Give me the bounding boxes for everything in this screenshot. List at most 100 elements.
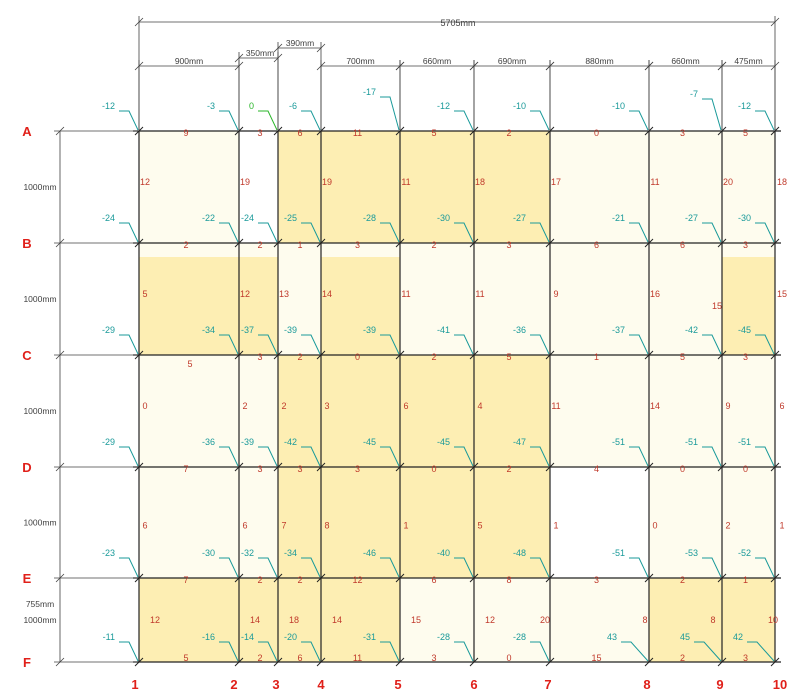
marker-leader (755, 222, 775, 243)
row-label: E (23, 571, 32, 586)
grid-tick (273, 126, 283, 136)
dimension-tick (55, 462, 65, 472)
marker-leader (702, 334, 722, 355)
grid-tick (234, 657, 244, 667)
elevation-marker: 45 (680, 632, 690, 642)
cell-fill-strong (278, 355, 321, 467)
grid-tick (644, 238, 654, 248)
cell-fill-strong (139, 257, 239, 355)
marker-leader (755, 557, 775, 578)
grid-tick (469, 350, 479, 360)
dimension-tick (55, 657, 65, 667)
cell-fill-strong (474, 131, 550, 243)
edge-value: 11 (475, 289, 484, 299)
edge-value: 3 (257, 128, 262, 138)
marker-leader (219, 334, 239, 355)
row-label: A (22, 124, 32, 139)
edge-value: 17 (551, 177, 561, 187)
column-label: 9 (716, 677, 723, 692)
edge-value: 14 (332, 615, 342, 625)
edge-value: 0 (680, 464, 685, 474)
marker-leader (301, 110, 321, 131)
dimension-column-label: 700mm (346, 56, 374, 66)
elevation-marker: -51 (685, 437, 698, 447)
marker-leader (530, 334, 550, 355)
grid-tick (234, 573, 244, 583)
dimension-row-label: 1000mm (23, 406, 56, 416)
grid-tick (273, 462, 283, 472)
dimension-tick (717, 61, 727, 71)
edge-value: 3 (257, 464, 262, 474)
edge-value: 11 (353, 128, 362, 138)
grid-tick (134, 350, 144, 360)
grid-tick (717, 657, 727, 667)
dimension-row-label: 1000mm (23, 615, 56, 625)
marker-leader (380, 446, 400, 467)
cell-fill-strong (239, 257, 278, 355)
marker-leader (454, 446, 474, 467)
dimension-tick (55, 573, 65, 583)
row-label: D (22, 460, 31, 475)
edge-value: 2 (183, 240, 188, 250)
grid-tick (395, 350, 405, 360)
elevation-marker: -3 (207, 101, 215, 111)
edge-value: 3 (743, 653, 748, 663)
marker-leader (702, 557, 722, 578)
cell-fill-strong (278, 467, 321, 578)
elevation-marker: -37 (241, 325, 254, 335)
elevation-marker: -30 (437, 213, 450, 223)
dimension-column-label: 390mm (286, 38, 314, 48)
elevation-marker: -36 (202, 437, 215, 447)
grid-tick (717, 350, 727, 360)
edge-value: 2 (725, 521, 730, 531)
marker-leader (530, 557, 550, 578)
grid-tick (316, 238, 326, 248)
marker-leader (454, 641, 474, 662)
elevation-marker: -20 (284, 632, 297, 642)
grid-tick (395, 126, 405, 136)
edge-value: 15 (591, 653, 601, 663)
elevation-marker: -23 (102, 548, 115, 558)
dimension-tick (545, 61, 555, 71)
edge-value: 0 (594, 128, 599, 138)
edge-value: 12 (240, 289, 250, 299)
marker-leader (629, 222, 649, 243)
elevation-marker: -22 (202, 213, 215, 223)
edge-value: 2 (680, 653, 685, 663)
grid-tick (273, 238, 283, 248)
elevation-marker: -34 (284, 548, 297, 558)
edge-value: 3 (743, 352, 748, 362)
dimension-tick (55, 238, 65, 248)
edge-value: 11 (650, 177, 659, 187)
grid-tick (134, 126, 144, 136)
grid-tick (644, 573, 654, 583)
marker-leader (629, 446, 649, 467)
edge-value: 14 (322, 289, 332, 299)
cell-fill-white (550, 467, 649, 578)
marker-leader (755, 446, 775, 467)
elevation-marker: -45 (363, 437, 376, 447)
elevation-marker: -36 (513, 325, 526, 335)
marker-leader (119, 110, 139, 131)
cell-fills (139, 131, 775, 662)
cell-fill-strong (400, 131, 474, 243)
marker-leader (119, 557, 139, 578)
elevation-marker: -41 (437, 325, 450, 335)
dimension-tick (316, 61, 326, 71)
elevation-marker: -32 (241, 548, 254, 558)
dimension-tick (316, 43, 326, 53)
elevation-marker: 0 (249, 101, 254, 111)
elevation-marker: -30 (738, 213, 751, 223)
edge-value: 5 (477, 521, 482, 531)
grid-tick (644, 657, 654, 667)
edge-value: 3 (297, 464, 302, 474)
grid-tick (545, 126, 555, 136)
edge-value: 14 (650, 401, 660, 411)
grid-tick (234, 126, 244, 136)
edge-value: 3 (431, 653, 436, 663)
grid-tick (273, 657, 283, 667)
dimension-row-label: 1000mm (23, 182, 56, 192)
edge-value: 3 (743, 240, 748, 250)
edge-value: 2 (257, 240, 262, 250)
